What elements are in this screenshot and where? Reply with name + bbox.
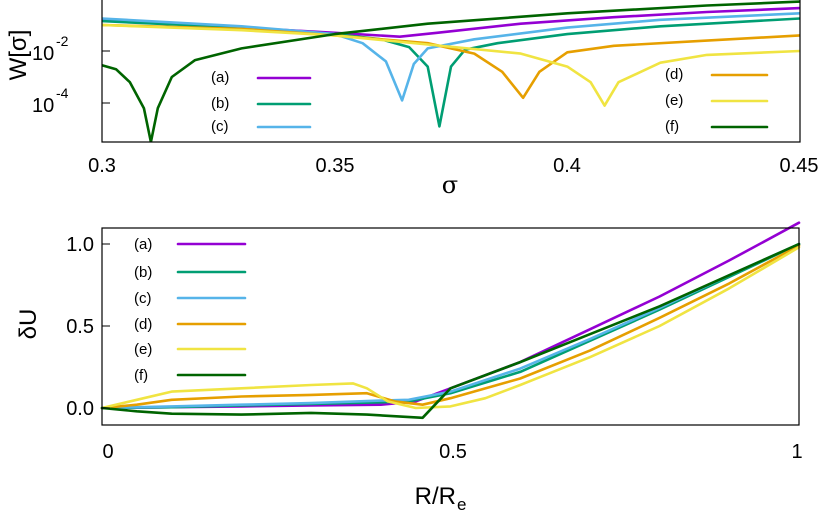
- top-series-f: [102, 0, 800, 142]
- bottom-series-f: [100, 242, 801, 420]
- top-plot-frame: [101, 0, 801, 143]
- bottom-legend-label-e: (e): [134, 341, 152, 358]
- bottom-legend-label-a: (a): [134, 236, 152, 253]
- bottom-ylabel: δU: [15, 309, 42, 340]
- bottom-series-d: [100, 244, 801, 410]
- top-xtick-label-4: 0.45: [780, 155, 819, 177]
- bottom-legend-label-d: (d): [134, 316, 152, 333]
- top-ytick-base-1: 10: [32, 43, 54, 65]
- top-ylabel: W[σ]: [5, 30, 32, 81]
- top-series-b: [102, 17, 800, 128]
- bottom-xlabel-subscript: e: [457, 495, 466, 514]
- bottom-legend-label-b: (b): [134, 264, 152, 281]
- top-legend-label-f: (f): [665, 118, 679, 135]
- top-xtick-label-2: 0.35: [316, 155, 355, 177]
- top-ytick-exp-2: -4: [56, 85, 69, 101]
- bottom-series-e: [100, 246, 801, 410]
- bottom-xtick-label-3: 1: [791, 441, 802, 463]
- bottom-legend: (a) (b) (c) (d) (e) (f): [134, 236, 247, 384]
- bottom-curves: [100, 221, 801, 420]
- bottom-xtick-label-2: 0.5: [439, 441, 467, 463]
- top-panel: 10 -2 10 -4 0.3 0.35 0.4 0.45 σ W[σ] (a)…: [5, 0, 818, 199]
- top-legend-label-a: (a): [211, 69, 229, 86]
- top-curves: [102, 0, 800, 142]
- top-xtick-label-1: 0.3: [88, 155, 116, 177]
- top-legend: (a) (b) (c) (d) (e) (f): [211, 66, 769, 135]
- bottom-xlabel: R/R: [415, 483, 456, 510]
- bottom-ytick-label-1: 1.0: [66, 234, 94, 256]
- bottom-series-b: [100, 242, 801, 410]
- top-legend-label-b: (b): [211, 95, 229, 112]
- top-xlabel: σ: [442, 171, 458, 199]
- bottom-legend-label-f: (f): [134, 367, 148, 384]
- top-legend-label-d: (d): [665, 66, 683, 83]
- top-series-d: [102, 23, 800, 100]
- top-legend-label-e: (e): [665, 92, 683, 109]
- bottom-ytick-label-2: 0.5: [66, 316, 94, 338]
- top-ytick-base-2: 10: [32, 95, 54, 117]
- top-series-c: [102, 12, 800, 102]
- top-legend-label-c: (c): [211, 118, 229, 135]
- bottom-series-a: [100, 221, 801, 410]
- top-xtick-label-3: 0.4: [553, 155, 581, 177]
- top-series-e: [102, 23, 800, 107]
- bottom-plot-frame: [101, 227, 800, 426]
- bottom-ytick-label-3: 0.0: [66, 398, 94, 420]
- bottom-series-c: [100, 242, 801, 410]
- bottom-panel: 1.0 0.5 0.0 0 0.5 1 R/R e δU (a) (b) (c)…: [15, 221, 803, 514]
- bottom-legend-label-c: (c): [134, 290, 152, 307]
- top-ytick-exp-1: -2: [56, 33, 69, 49]
- bottom-xtick-label-1: 0: [102, 441, 113, 463]
